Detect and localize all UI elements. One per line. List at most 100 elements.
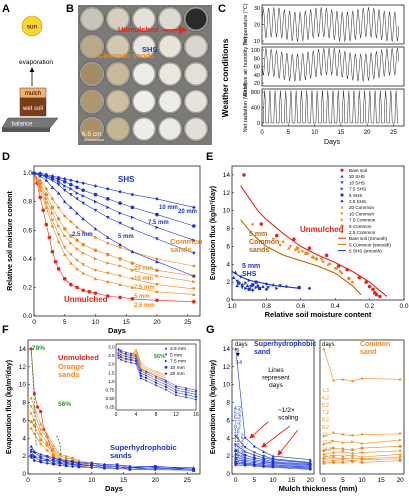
d-point bbox=[81, 194, 85, 198]
e-common-point bbox=[295, 246, 300, 250]
d-point bbox=[44, 201, 49, 205]
d-point bbox=[75, 267, 79, 271]
f-point bbox=[39, 460, 43, 464]
sample-cup-fill bbox=[159, 91, 181, 112]
label-line: scaling bbox=[278, 415, 299, 422]
e-common5-label: 5 mm Common sands bbox=[249, 231, 279, 254]
f-inset-point bbox=[139, 370, 143, 373]
d-point bbox=[118, 189, 122, 194]
e-common-point bbox=[297, 249, 301, 254]
d-point bbox=[94, 199, 98, 204]
g-common-point bbox=[350, 434, 354, 438]
g-shs-day-label: 10 bbox=[234, 429, 240, 435]
e-common-point bbox=[282, 240, 286, 244]
e-common-point bbox=[321, 259, 325, 264]
e-ytick: 4 bbox=[226, 261, 230, 268]
d-point bbox=[44, 205, 49, 209]
f-point bbox=[39, 456, 43, 460]
d-point bbox=[38, 171, 42, 175]
d-ytick: 0.6 bbox=[23, 227, 32, 234]
f-xtick: 10 bbox=[88, 477, 96, 484]
e-legend-marker bbox=[340, 187, 344, 191]
g-common-line bbox=[323, 348, 401, 382]
d-point bbox=[69, 282, 73, 287]
e-legend-marker bbox=[340, 212, 344, 216]
weather-xtick: 20 bbox=[364, 130, 371, 136]
d-point bbox=[62, 252, 67, 257]
f-green-dashed-line bbox=[30, 348, 37, 447]
e-xtick: 0.8 bbox=[262, 303, 271, 310]
g-common-point bbox=[331, 451, 335, 455]
f-inset-legend-marker bbox=[164, 359, 168, 363]
d-point bbox=[106, 261, 110, 265]
f-point bbox=[64, 464, 68, 468]
d-point bbox=[87, 289, 92, 294]
e-legend-entry: 5 SHS (smooth) bbox=[349, 249, 382, 254]
f-56pct-label: 56% bbox=[58, 401, 71, 408]
weather-series-line bbox=[261, 7, 399, 42]
sample-cup-fill bbox=[133, 8, 155, 30]
f-point bbox=[45, 443, 49, 447]
d-point bbox=[118, 245, 122, 250]
f-inset-ytick: 0.50 bbox=[106, 396, 115, 401]
d-point bbox=[44, 178, 49, 182]
d-point bbox=[75, 258, 79, 263]
f-inset-point bbox=[194, 398, 198, 401]
f-point bbox=[77, 465, 81, 469]
sample-cup-fill bbox=[159, 118, 181, 140]
d-point bbox=[118, 211, 122, 215]
d-point bbox=[50, 224, 55, 228]
f-point bbox=[58, 461, 62, 465]
d-point bbox=[69, 261, 73, 265]
d-point bbox=[56, 267, 61, 271]
d-point bbox=[41, 208, 46, 213]
f-inset-point bbox=[175, 388, 178, 392]
g-common-point bbox=[351, 440, 354, 444]
g-shs-point bbox=[252, 464, 256, 468]
g-common-point bbox=[341, 377, 345, 381]
d-point bbox=[105, 235, 110, 239]
panel-letter-g: G bbox=[206, 324, 215, 336]
d-point bbox=[44, 197, 49, 201]
f-point bbox=[70, 464, 75, 469]
d-point bbox=[93, 268, 98, 273]
g-shs-point bbox=[252, 461, 256, 465]
balance-front bbox=[2, 128, 50, 132]
g-common-day-label: 5.2 bbox=[322, 403, 329, 409]
g-ytick: 8 bbox=[226, 400, 230, 407]
g-scaling-arrow-icon bbox=[249, 421, 269, 439]
g-common-line bbox=[323, 454, 401, 458]
scale-label: 6.5 cm bbox=[82, 131, 102, 138]
flux-vs-moisture-chart: 1.0 0.8 0.6 0.4 0.2 0.0 0 2 4 6 8 10 12 14 Relative so… bbox=[210, 165, 409, 319]
d-point bbox=[105, 215, 110, 220]
f-inset-point bbox=[139, 377, 143, 380]
f-xtick: 0 bbox=[26, 477, 30, 484]
d-point bbox=[81, 288, 85, 293]
f-inset-point bbox=[119, 358, 123, 361]
f-point bbox=[51, 462, 56, 466]
g-shs-day-label: 11.2 bbox=[234, 434, 244, 440]
d-point bbox=[192, 224, 196, 228]
g-xtick-left: 15 bbox=[288, 477, 296, 484]
e-legend-entry: 10 SHS bbox=[349, 180, 365, 185]
d-point bbox=[69, 234, 73, 238]
f-point bbox=[70, 462, 75, 466]
f-point bbox=[29, 450, 33, 454]
d-shs-label: SHS bbox=[118, 175, 135, 184]
f-inset-legend-marker bbox=[164, 365, 168, 369]
f-point bbox=[77, 459, 81, 462]
f-xtick: 15 bbox=[120, 477, 128, 484]
f-point bbox=[39, 422, 43, 426]
sun-icon bbox=[21, 15, 43, 37]
weather-ytick: 400 bbox=[251, 106, 260, 112]
f-point bbox=[58, 458, 62, 462]
panel-letter-c: C bbox=[218, 3, 226, 15]
d-point bbox=[130, 227, 135, 231]
f-point bbox=[29, 448, 33, 452]
g-common-point bbox=[350, 453, 354, 457]
d-point bbox=[69, 241, 73, 245]
f-ytick: 6 bbox=[22, 417, 26, 424]
g-shs-point bbox=[234, 463, 238, 467]
